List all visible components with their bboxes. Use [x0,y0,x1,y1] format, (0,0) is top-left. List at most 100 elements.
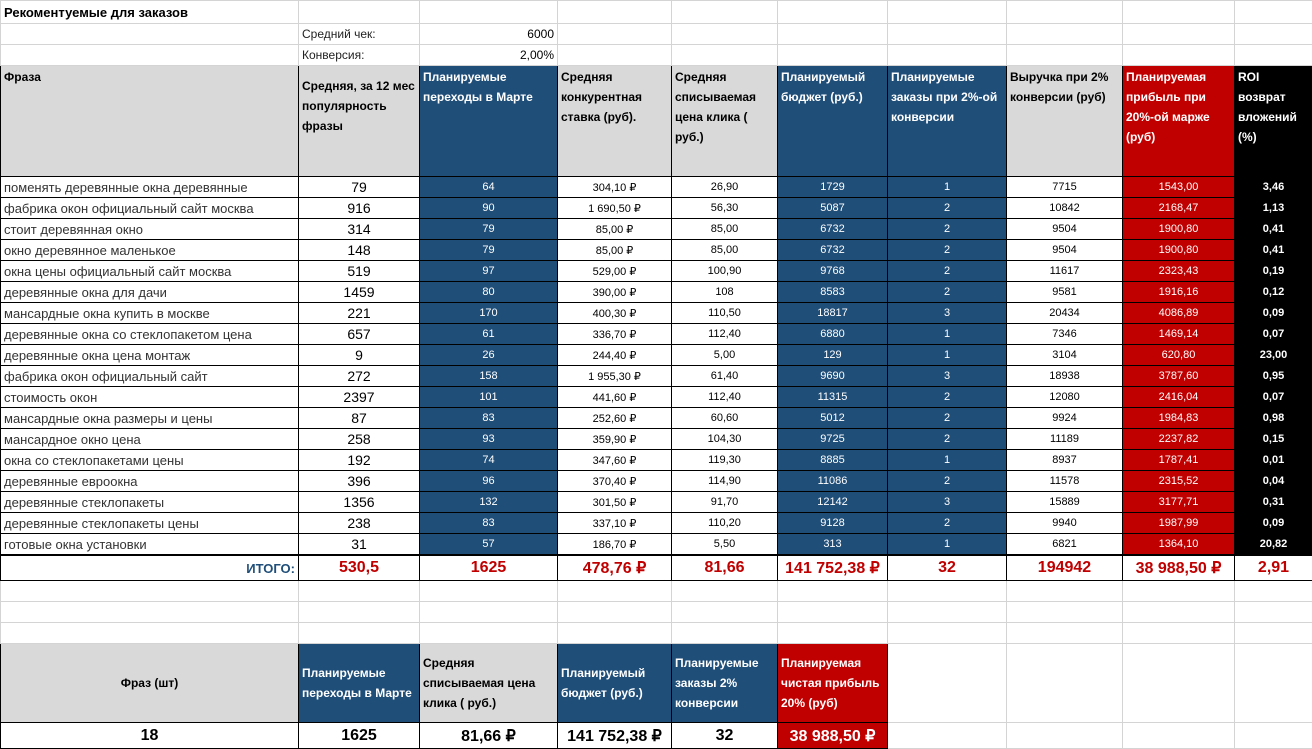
cell[interactable] [888,602,1007,623]
cell-phrase[interactable]: окно деревянное маленькое [1,240,299,261]
summary-header-planned-budget[interactable]: Планируемый бюджет (руб.) [558,644,672,723]
summary-header-phrase-count[interactable]: Фраз (шт) [1,644,299,723]
header-planned-clicks[interactable]: Планируемые переходы в Марте [420,66,558,177]
cell[interactable] [1123,723,1235,749]
cell-revenue[interactable]: 8937 [1007,450,1123,471]
cell-revenue[interactable]: 7346 [1007,324,1123,345]
cell[interactable] [1007,581,1123,602]
cell-phrase[interactable]: готовые окна установки [1,534,299,556]
cell[interactable] [558,581,672,602]
cell-planned-profit[interactable]: 3787,60 [1123,366,1235,387]
cell[interactable] [1235,45,1312,66]
cell-competitor-bid[interactable]: 252,60 ₽ [558,408,672,429]
avg-check-label[interactable]: Средний чек: [299,24,420,45]
cell-competitor-bid[interactable]: 186,70 ₽ [558,534,672,556]
total-planned-budget[interactable]: 141 752,38 ₽ [778,555,888,581]
header-phrase[interactable]: Фраза [1,66,299,177]
cell-phrase[interactable]: окна со стеклопакетами цены [1,450,299,471]
cell[interactable] [888,644,1007,723]
cell[interactable] [672,602,778,623]
cell[interactable] [672,45,778,66]
cell-planned-clicks[interactable]: 61 [420,324,558,345]
cell-popularity[interactable]: 2397 [299,387,420,408]
cell-revenue[interactable]: 20434 [1007,303,1123,324]
cell-planned-clicks[interactable]: 26 [420,345,558,366]
cell-avg-click-price[interactable]: 56,30 [672,198,778,219]
cell[interactable] [1,24,299,45]
cell-competitor-bid[interactable]: 529,00 ₽ [558,261,672,282]
cell-phrase[interactable]: деревянные стеклопакеты цены [1,513,299,534]
cell-phrase[interactable]: мансардные окна размеры и цены [1,408,299,429]
cell[interactable] [1,623,299,644]
cell[interactable] [1123,1,1235,24]
cell-avg-click-price[interactable]: 26,90 [672,177,778,198]
cell-planned-profit[interactable]: 1900,80 [1123,219,1235,240]
cell[interactable] [299,1,420,24]
summary-value-phrase-count[interactable]: 18 [1,723,299,749]
cell-planned-profit[interactable]: 1469,14 [1123,324,1235,345]
cell-avg-click-price[interactable]: 91,70 [672,492,778,513]
cell-revenue[interactable]: 18938 [1007,366,1123,387]
cell-planned-profit[interactable]: 1543,00 [1123,177,1235,198]
conversion-value[interactable]: 2,00% [420,45,558,66]
cell-phrase[interactable]: фабрика окон официальный сайт [1,366,299,387]
total-avg-click-price[interactable]: 81,66 [672,555,778,581]
cell-planned-clicks[interactable]: 101 [420,387,558,408]
cell[interactable] [1123,623,1235,644]
cell-revenue[interactable]: 3104 [1007,345,1123,366]
header-avg-click-price[interactable]: Средняя списываемая цена клика ( руб.) [672,66,778,177]
cell[interactable] [299,623,420,644]
cell[interactable] [778,24,888,45]
cell-avg-click-price[interactable]: 85,00 [672,240,778,261]
cell[interactable] [299,602,420,623]
cell-roi[interactable]: 1,13 [1235,198,1312,219]
cell-planned-profit[interactable]: 1987,99 [1123,513,1235,534]
cell-planned-clicks[interactable]: 93 [420,429,558,450]
total-competitor-bid[interactable]: 478,76 ₽ [558,555,672,581]
cell[interactable] [1007,623,1123,644]
cell-planned-orders[interactable]: 1 [888,534,1007,556]
cell-planned-clicks[interactable]: 64 [420,177,558,198]
header-roi[interactable]: ROI возврат вложений (%) [1235,66,1312,177]
cell-revenue[interactable]: 9940 [1007,513,1123,534]
summary-header-net-profit[interactable]: Планируемая чистая прибыль 20% (руб) [778,644,888,723]
header-revenue[interactable]: Выручка при 2% конверсии (руб) [1007,66,1123,177]
cell-popularity[interactable]: 916 [299,198,420,219]
cell-planned-orders[interactable]: 2 [888,219,1007,240]
cell-revenue[interactable]: 9924 [1007,408,1123,429]
cell-competitor-bid[interactable]: 1 690,50 ₽ [558,198,672,219]
cell-popularity[interactable]: 192 [299,450,420,471]
cell-planned-clicks[interactable]: 170 [420,303,558,324]
cell-planned-profit[interactable]: 4086,89 [1123,303,1235,324]
total-popularity[interactable]: 530,5 [299,555,420,581]
cell[interactable] [888,581,1007,602]
cell-popularity[interactable]: 238 [299,513,420,534]
cell-phrase[interactable]: мансардные окна купить в москве [1,303,299,324]
cell-avg-click-price[interactable]: 60,60 [672,408,778,429]
cell-phrase[interactable]: мансардное окно цена [1,429,299,450]
cell[interactable] [299,581,420,602]
cell-revenue[interactable]: 9504 [1007,219,1123,240]
cell-popularity[interactable]: 1459 [299,282,420,303]
cell[interactable] [558,24,672,45]
cell-phrase[interactable]: окна цены официальный сайт москва [1,261,299,282]
cell-competitor-bid[interactable]: 370,40 ₽ [558,471,672,492]
cell-roi[interactable]: 23,00 [1235,345,1312,366]
cell-planned-budget[interactable]: 8583 [778,282,888,303]
cell[interactable] [1123,602,1235,623]
cell-roi[interactable]: 0,12 [1235,282,1312,303]
cell-popularity[interactable]: 258 [299,429,420,450]
cell[interactable] [420,1,558,24]
cell-planned-orders[interactable]: 1 [888,345,1007,366]
totals-label[interactable]: ИТОГО: [1,555,299,581]
cell-competitor-bid[interactable]: 336,70 ₽ [558,324,672,345]
cell[interactable] [888,24,1007,45]
conversion-label[interactable]: Конверсия: [299,45,420,66]
cell-planned-orders[interactable]: 2 [888,261,1007,282]
cell-planned-profit[interactable]: 1984,83 [1123,408,1235,429]
cell-planned-profit[interactable]: 3177,71 [1123,492,1235,513]
cell-avg-click-price[interactable]: 100,90 [672,261,778,282]
cell-popularity[interactable]: 1356 [299,492,420,513]
cell[interactable] [1007,24,1123,45]
cell-roi[interactable]: 0,41 [1235,219,1312,240]
